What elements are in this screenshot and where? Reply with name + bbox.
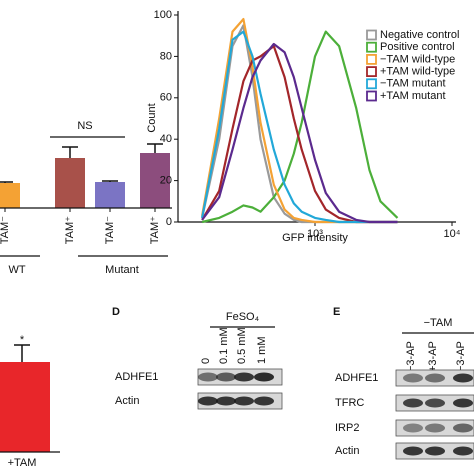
blot-band: [198, 372, 218, 382]
lane-label: −3-AP: [455, 341, 467, 372]
legend-label: Positive control: [380, 41, 455, 53]
lane-label: 0.5 mM: [236, 327, 248, 364]
blot-band: [234, 396, 254, 406]
blot-band: [216, 396, 236, 406]
blot-band: [425, 423, 445, 433]
series-line: [201, 30, 398, 224]
panel-letter: D: [112, 306, 120, 318]
lane-label: 1 mM: [256, 337, 268, 365]
blot-band: [453, 373, 473, 383]
series-line: [201, 42, 398, 224]
significance-label: NS: [77, 120, 92, 132]
y-tick-label: 20: [160, 175, 172, 187]
bar: [95, 182, 125, 208]
lane-label: −3-AP: [405, 341, 417, 372]
x-axis-label: GFP intensity: [282, 232, 348, 244]
legend-label: +TAM mutant: [380, 90, 446, 102]
group-label: WT: [8, 264, 25, 276]
row-label: TFRC: [335, 397, 364, 409]
blot-band: [453, 398, 473, 408]
blot-band: [216, 372, 236, 382]
y-axis-label: Count: [146, 103, 158, 132]
x-tick-label: 10³: [307, 228, 323, 240]
x-tick-label: 10⁴: [444, 228, 461, 240]
group-label: Mutant: [105, 264, 139, 276]
series-line: [201, 30, 399, 224]
row-label: IRP2: [335, 422, 359, 434]
bracket-label: FeSO₄: [226, 311, 260, 323]
x-tick-label: +TAM: [8, 457, 37, 469]
blot-band: [425, 398, 445, 408]
lane-label: +3-AP: [427, 341, 439, 372]
x-tick-label: TAM⁺: [149, 216, 161, 244]
legend-swatch: [366, 66, 377, 77]
lane-label: 0.1 mM: [218, 327, 230, 364]
row-label: Actin: [115, 395, 139, 407]
row-label: Actin: [335, 445, 359, 457]
legend-swatch: [366, 78, 377, 90]
blot-band: [403, 446, 423, 456]
blot-band: [425, 446, 445, 456]
bar: [0, 362, 50, 452]
blot-band: [254, 396, 274, 406]
lane-label: 0: [200, 358, 212, 364]
bracket-label: −TAM: [424, 317, 453, 329]
blot-band: [425, 373, 445, 383]
row-label: ADHFE1: [115, 371, 158, 383]
y-tick-label: 40: [160, 133, 172, 145]
blot-band: [234, 372, 254, 382]
row-label: ADHFE1: [335, 372, 378, 384]
legend-label: −TAM wild-type: [380, 53, 455, 65]
blot-band: [453, 423, 473, 433]
blot-band: [254, 372, 274, 382]
legend-label: +TAM wild-type: [380, 66, 455, 78]
y-tick-label: 60: [160, 92, 172, 104]
legend-swatch: [366, 41, 377, 53]
legend-label: −TAM mutant: [380, 78, 446, 90]
bar: [55, 158, 85, 208]
y-tick-label: 100: [154, 9, 172, 21]
legend-swatch: [366, 29, 377, 41]
blot-band: [403, 373, 423, 383]
significance-label: *: [20, 334, 25, 346]
bar: [0, 183, 20, 208]
blot-band: [403, 423, 423, 433]
x-tick-label: TAM⁺: [64, 216, 76, 244]
panel-letter: E: [333, 306, 340, 318]
legend-swatch: [366, 90, 377, 102]
blot-band: [403, 398, 423, 408]
x-tick-label: TAM⁻: [104, 216, 116, 244]
bar: [140, 153, 170, 208]
blot-band: [453, 446, 473, 456]
y-tick-label: 80: [160, 50, 172, 62]
legend-label: Negative control: [380, 29, 460, 41]
x-tick-label: TAM⁻: [0, 216, 11, 244]
blot-band: [198, 396, 218, 406]
y-tick-label: 0: [166, 216, 172, 228]
legend-swatch: [366, 54, 377, 65]
